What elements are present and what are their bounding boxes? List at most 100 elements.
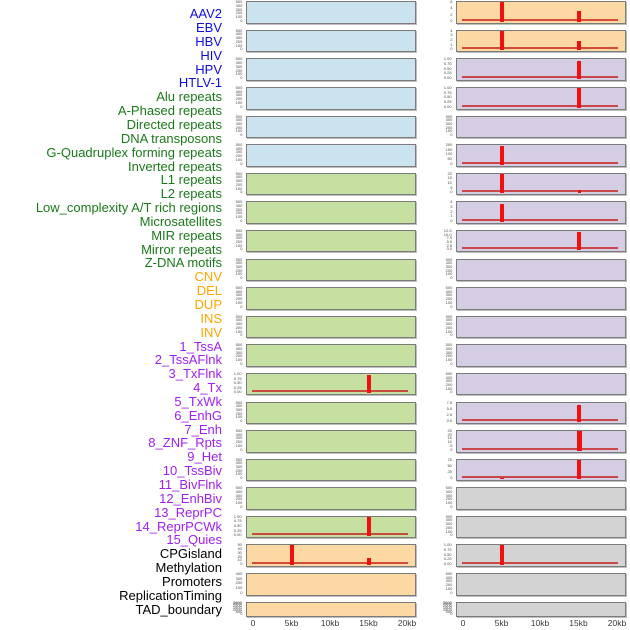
plot-area bbox=[456, 287, 626, 310]
x-tick-label-15kb: 15kb bbox=[359, 618, 378, 628]
plot-area bbox=[246, 487, 416, 510]
y-tick-label: 20 bbox=[447, 432, 452, 437]
y-tick-label: 0.00 bbox=[444, 104, 452, 109]
y-tick-label: 100 bbox=[445, 329, 452, 334]
y-tick-label: 400 bbox=[445, 489, 452, 494]
y-tick-label: 0 bbox=[449, 611, 452, 617]
plot-area bbox=[246, 172, 416, 196]
y-tick-label: 100 bbox=[445, 151, 452, 157]
panel-htlv-1: 500 400 300 200 100 0 bbox=[235, 143, 416, 167]
y-tick-label: 0 bbox=[239, 46, 242, 52]
y-axis-tick-labels: 500 400 300 200 100 0 bbox=[222, 29, 244, 53]
y-tick-label: 2500 bbox=[443, 601, 452, 607]
y-axis-tick-labels: 500 400 300 200 100 0 bbox=[222, 57, 244, 81]
y-tick-label: 100 bbox=[445, 300, 452, 305]
y-tick-label: 4 bbox=[449, 5, 452, 11]
feature-label-12-enhbiv: 12_EnhBiv bbox=[159, 490, 222, 506]
panel-z-dna-motifs: 1.00 0.75 0.50 0.25 0.00 bbox=[234, 515, 416, 539]
plot-area bbox=[456, 58, 626, 81]
y-tick-label: 0.50 bbox=[444, 94, 452, 100]
y-tick-label: 200 bbox=[235, 39, 242, 44]
feature-label-z-dna-motifs: Z-DNA motifs bbox=[144, 255, 222, 271]
feature-label-dup: DUP bbox=[194, 296, 222, 312]
y-axis-tick-labels: 500 400 300 200 100 0 bbox=[432, 572, 454, 596]
y-tick-label: 0.50 bbox=[234, 523, 242, 529]
y-tick-label: 100 bbox=[445, 500, 452, 506]
y-tick-label: 100 bbox=[235, 471, 242, 477]
panel-l2-repeats: 1.00 0.75 0.50 0.25 0.00 bbox=[234, 372, 416, 396]
y-tick-label: 300 bbox=[445, 321, 452, 327]
y-tick-label: 0 bbox=[449, 389, 452, 395]
y-tick-label: 400 bbox=[235, 117, 242, 123]
feature-label-dna-transposons: DNA transposons bbox=[120, 130, 222, 146]
feature-label-tad-boundary: TAD_boundary bbox=[135, 601, 222, 617]
y-tick-label: 0 bbox=[239, 18, 242, 23]
y-tick-label: 0 bbox=[239, 475, 242, 481]
y-tick-label: 0 bbox=[239, 218, 242, 223]
y-tick-label: 200 bbox=[235, 296, 242, 302]
y-tick-label: 0 bbox=[449, 532, 452, 538]
plot-area bbox=[456, 29, 626, 53]
plot-area bbox=[246, 573, 416, 596]
y-tick-label: 400 bbox=[235, 174, 242, 180]
signal-peak-5kb bbox=[500, 2, 504, 22]
y-tick-label: 0 bbox=[239, 418, 242, 424]
y-tick-label: 0 bbox=[449, 132, 452, 138]
plot-area bbox=[456, 573, 626, 596]
plot-area bbox=[456, 315, 626, 339]
y-tick-label: 300 bbox=[235, 493, 242, 498]
plot-area bbox=[246, 144, 416, 167]
y-tick-label: 100 bbox=[235, 100, 242, 105]
y-tick-label: 400 bbox=[445, 317, 452, 323]
y-axis-tick-labels: 75 50 25 0 bbox=[432, 457, 454, 482]
y-tick-label: 0.75 bbox=[444, 547, 452, 553]
y-tick-label: 1000 bbox=[233, 607, 242, 613]
y-tick-label: 300 bbox=[445, 578, 452, 584]
panel-a-phased-repeats: 500 400 300 200 100 0 bbox=[235, 200, 416, 224]
y-tick-label: 200 bbox=[235, 496, 242, 502]
y-tick-label: 0 bbox=[449, 161, 452, 166]
panel-cpgisland: 500 400 300 200 100 0 bbox=[445, 486, 626, 510]
y-tick-label: 0.75 bbox=[234, 376, 242, 381]
x-tick-label-0: 0 bbox=[460, 618, 466, 628]
y-axis-tick-labels: 500 400 300 200 100 0 bbox=[222, 171, 244, 196]
y-tick-label: 200 bbox=[445, 125, 452, 130]
signal-baseline bbox=[462, 247, 618, 250]
signal-peak-5kb bbox=[290, 545, 294, 565]
y-axis-tick-labels: 500 400 300 200 100 0 bbox=[222, 114, 244, 139]
y-tick-label: 15 bbox=[447, 435, 452, 441]
panel-10-tssbiv: 500 400 300 200 100 0 bbox=[445, 314, 626, 339]
y-tick-label: 0 bbox=[449, 504, 452, 509]
y-tick-label: 400 bbox=[235, 432, 242, 437]
y-axis-tick-labels: 500 400 300 200 100 0 bbox=[222, 257, 244, 282]
panel-dup: 3000 2500 2000 1500 1000 500 0 bbox=[233, 600, 416, 618]
y-tick-label: 300 bbox=[235, 235, 242, 241]
y-tick-label: 500 bbox=[235, 0, 242, 5]
feature-label-mir-repeats: MIR repeats bbox=[151, 227, 222, 243]
signal-peak-5kb bbox=[500, 477, 504, 480]
y-tick-label: 500 bbox=[235, 114, 242, 119]
plot-area bbox=[456, 115, 626, 139]
y-tick-label: 25 bbox=[447, 469, 452, 474]
y-tick-label: 0.00 bbox=[444, 561, 452, 566]
y-axis-tick-labels: 500 400 300 200 100 0 bbox=[222, 143, 244, 167]
y-tick-label: 0 bbox=[449, 304, 452, 309]
y-tick-label: 0 bbox=[449, 18, 452, 23]
y-axis-tick-labels: 500 400 300 200 100 0 bbox=[432, 114, 454, 139]
y-tick-label: 5.0 bbox=[446, 239, 452, 245]
y-tick-label: 200 bbox=[235, 439, 242, 445]
feature-label-hbv: HBV bbox=[195, 33, 222, 49]
y-tick-label: 0 bbox=[239, 447, 242, 452]
panel-3-txflnk: 500 400 300 200 100 0 bbox=[445, 114, 626, 139]
y-tick-label: 300 bbox=[445, 378, 452, 384]
y-tick-label: 4 bbox=[449, 28, 452, 33]
y-tick-label: 300 bbox=[235, 292, 242, 298]
y-tick-label: 0 bbox=[239, 504, 242, 509]
plot-area bbox=[456, 372, 626, 396]
feature-label-ebv: EBV bbox=[195, 20, 222, 35]
x-tick-label-20kb: 20kb bbox=[607, 618, 627, 628]
y-tick-label: 2.5 bbox=[446, 412, 452, 417]
feature-label-mirror-repeats: Mirror repeats bbox=[141, 241, 222, 257]
y-tick-label: 0 bbox=[449, 332, 452, 338]
